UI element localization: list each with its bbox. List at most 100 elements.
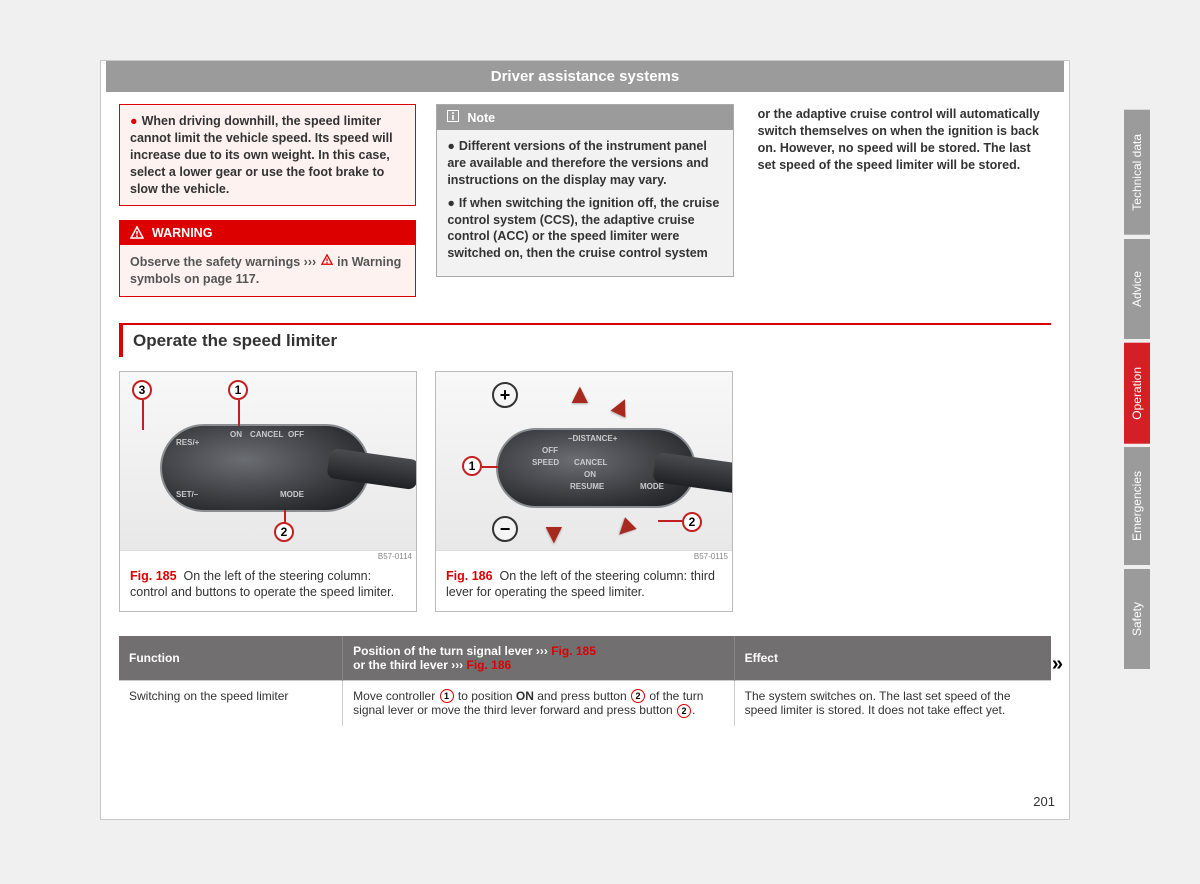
figure-185: RES/+ SET/– ON CANCEL OFF MODE 3 1 2 B57…	[119, 371, 417, 612]
callout-line	[482, 466, 498, 468]
note-head-label: Note	[467, 111, 495, 125]
warning-triangle-icon	[130, 226, 144, 240]
th-function: Function	[119, 636, 343, 681]
th-position-text2: or the third lever ›››	[353, 658, 466, 672]
arrow-diag-icon: ▼	[605, 507, 647, 549]
warning-body-pre: Observe the safety warnings ›››	[130, 255, 320, 269]
downhill-warning-box: ●When driving downhill, the speed limite…	[119, 104, 416, 206]
figure-185-ref: B57-0114	[120, 550, 416, 562]
downhill-warning-text: When driving downhill, the speed limiter…	[130, 114, 393, 196]
circled-2: 2	[677, 704, 691, 718]
label-speed: SPEED	[532, 458, 559, 467]
section-title: Operate the speed limiter	[119, 323, 1051, 357]
bullet-icon: ●	[447, 139, 455, 153]
note-block: Note ●Different versions of the instrume…	[436, 104, 733, 277]
label-resplus: RES/+	[176, 438, 199, 447]
th-effect: Effect	[734, 636, 1051, 681]
manual-page: Driver assistance systems ●When driving …	[100, 60, 1070, 820]
label-mode: MODE	[640, 482, 664, 491]
tab-emergencies[interactable]: Emergencies	[1124, 447, 1150, 565]
tab-advice[interactable]: Advice	[1124, 239, 1150, 339]
figure-185-num: Fig. 185	[130, 569, 177, 583]
label-off: OFF	[542, 446, 558, 455]
table-header-row: Function Position of the turn signal lev…	[119, 636, 1051, 681]
td-effect: The system switches on. The last set spe…	[734, 680, 1051, 726]
td-function: Switching on the speed limiter	[119, 680, 343, 726]
lever-body: RES/+ SET/– ON CANCEL OFF MODE	[160, 424, 370, 512]
td-text: .	[692, 703, 695, 717]
warning-body: Observe the safety warnings ››› in Warni…	[120, 245, 415, 296]
figure-186: –DISTANCE+ OFF SPEED CANCEL ON RESUME MO…	[435, 371, 733, 612]
td-on: ON	[516, 689, 534, 703]
label-mode: MODE	[280, 490, 304, 499]
note-body: ●Different versions of the instrument pa…	[437, 130, 732, 276]
figure-186-num: Fig. 186	[446, 569, 493, 583]
callout-line	[658, 520, 684, 522]
callout-1: 1	[228, 380, 248, 400]
callout-2: 2	[274, 522, 294, 542]
info-icon	[447, 110, 459, 125]
plus-icon: +	[492, 382, 518, 408]
lever-stalk	[652, 452, 732, 494]
page-content: ●When driving downhill, the speed limite…	[101, 92, 1069, 726]
figure-186-caption: Fig. 186 On the left of the steering col…	[436, 562, 732, 611]
table-row: Switching on the speed limiter Move cont…	[119, 680, 1051, 726]
tab-technical-data[interactable]: Technical data	[1124, 110, 1150, 235]
arrow-down-icon: ▼	[540, 518, 568, 550]
callout-line	[238, 400, 240, 426]
th-position-text1: Position of the turn signal lever ›››	[353, 644, 551, 658]
th-figref-186: Fig. 186	[467, 658, 512, 672]
label-cancel: CANCEL	[250, 430, 283, 439]
arrow-up-icon: ▲	[566, 378, 594, 410]
td-text: Move controller	[353, 689, 438, 703]
label-on: ON	[230, 430, 242, 439]
continuation-text: or the adaptive cruise control will auto…	[754, 104, 1051, 176]
column-3: or the adaptive cruise control will auto…	[754, 104, 1051, 297]
bullet-icon: ●	[447, 196, 455, 210]
bullet-icon: ●	[130, 114, 138, 128]
label-off: OFF	[288, 430, 304, 439]
note-p1: Different versions of the instrument pan…	[447, 139, 708, 187]
figure-185-image: RES/+ SET/– ON CANCEL OFF MODE 3 1 2	[120, 372, 416, 550]
warning-block: WARNING Observe the safety warnings ››› …	[119, 220, 416, 297]
figure-185-caption: Fig. 185 On the left of the steering col…	[120, 562, 416, 611]
warning-header: WARNING	[120, 221, 415, 245]
function-table: Function Position of the turn signal lev…	[119, 636, 1051, 727]
tab-operation[interactable]: Operation	[1124, 343, 1150, 444]
label-cancel: CANCEL	[574, 458, 607, 467]
td-text: to position	[455, 689, 516, 703]
label-setminus: SET/–	[176, 490, 198, 499]
column-2: Note ●Different versions of the instrume…	[436, 104, 733, 297]
th-position: Position of the turn signal lever ››› Fi…	[343, 636, 734, 681]
td-position: Move controller 1 to position ON and pre…	[343, 680, 734, 726]
arrow-diag-icon: ▲	[603, 386, 642, 427]
minus-icon: −	[492, 516, 518, 542]
circled-2: 2	[631, 689, 645, 703]
lever-stalk	[326, 448, 416, 490]
top-columns: ●When driving downhill, the speed limite…	[119, 104, 1051, 297]
callout-2: 2	[682, 512, 702, 532]
note-p2: If when switching the ignition off, the …	[447, 196, 719, 261]
label-distance: –DISTANCE+	[568, 434, 617, 443]
lever-body: –DISTANCE+ OFF SPEED CANCEL ON RESUME MO…	[496, 428, 696, 508]
td-text: and press button	[534, 689, 630, 703]
circled-1: 1	[440, 689, 454, 703]
continue-arrow-icon: »	[1052, 653, 1063, 676]
warning-inline-triangle-icon	[320, 253, 334, 267]
callout-1: 1	[462, 456, 482, 476]
th-figref-185: Fig. 185	[551, 644, 596, 658]
page-title: Driver assistance systems	[491, 68, 679, 85]
warning-head-label: WARNING	[152, 226, 212, 240]
figures-row: RES/+ SET/– ON CANCEL OFF MODE 3 1 2 B57…	[119, 371, 1051, 612]
label-resume: RESUME	[570, 482, 604, 491]
tab-safety[interactable]: Safety	[1124, 569, 1150, 669]
page-number: 201	[1033, 794, 1055, 809]
figure-186-image: –DISTANCE+ OFF SPEED CANCEL ON RESUME MO…	[436, 372, 732, 550]
callout-3: 3	[132, 380, 152, 400]
label-on: ON	[584, 470, 596, 479]
note-header: Note	[437, 105, 732, 130]
callout-line	[142, 400, 144, 430]
side-tabs: Technical data Advice Operation Emergenc…	[1124, 110, 1150, 669]
figure-186-ref: B57-0115	[436, 550, 732, 562]
callout-line	[284, 510, 286, 524]
